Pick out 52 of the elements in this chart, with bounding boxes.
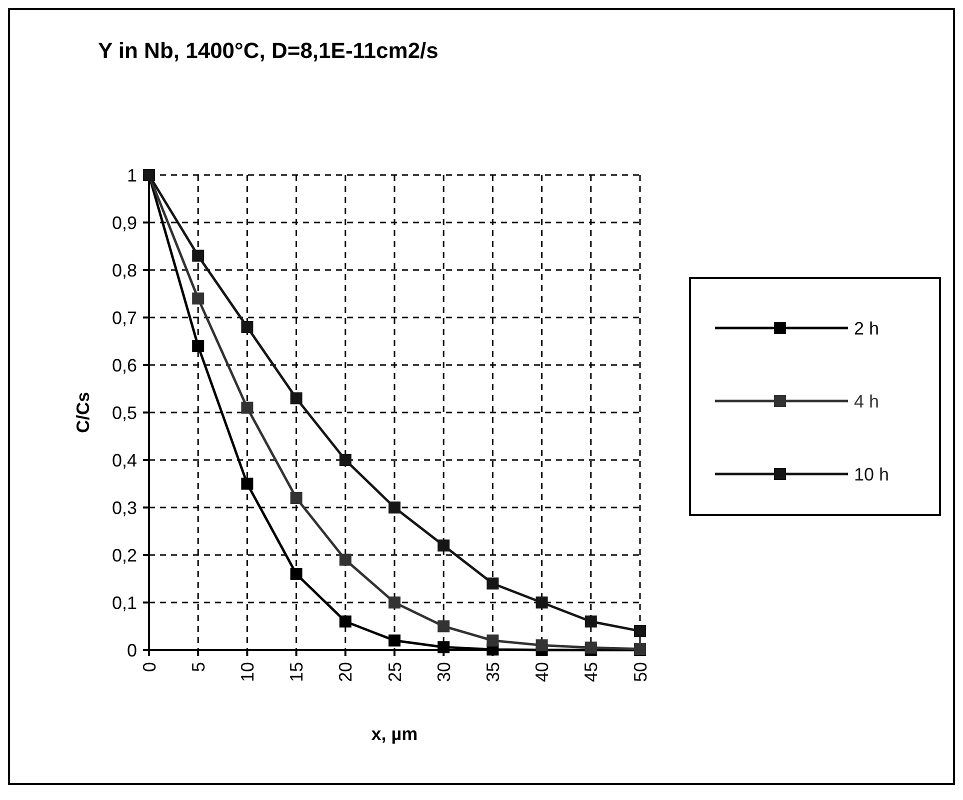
x-tick-label: 10 [238,662,258,682]
point [486,634,499,646]
point [290,568,302,580]
x-tick-label: 50 [630,662,650,682]
x-tick-label: 30 [434,662,454,682]
y-axis-title: C/Cs [73,392,93,434]
point [536,639,548,652]
point [388,634,400,646]
text: 10 h [854,464,890,484]
y-tick-label: 0,8 [112,260,137,280]
point [438,620,450,632]
point [339,554,352,566]
x-tick-label: 40 [532,662,552,682]
x-tick-label: 0 [139,662,160,672]
point [241,402,254,414]
x-tick-label: 20 [336,662,356,682]
y-tick-label: 0,1 [112,592,137,613]
point [584,616,597,628]
point [634,625,646,637]
point [192,292,204,304]
point [339,454,352,466]
point [192,340,204,352]
x-tick-label: 45 [581,662,602,682]
y-tick-label: 1 [126,165,137,186]
x-axis-title: x, µm [371,724,418,744]
point [241,321,254,333]
point [388,502,400,514]
chart-title: Y in Nb, 1400°C, D=8,1E-11cm2/s [98,38,438,63]
y-tick-label: 0,3 [112,498,137,518]
point [438,641,450,654]
point [536,596,548,608]
x-tick-label: 35 [483,662,503,682]
point [241,478,254,490]
x-tick-label: 25 [384,662,405,682]
text: 2 h [854,318,880,338]
point [388,596,400,608]
y-tick-label: 0,7 [112,308,137,328]
point [584,642,597,654]
y-tick-label: 0,6 [112,355,137,376]
point [290,392,302,404]
y-tick-label: 0,5 [112,402,137,423]
point [486,578,499,590]
point [290,492,302,504]
y-tick-label: 0,2 [112,545,137,566]
y-tick-label: 0,4 [112,450,137,470]
point [339,616,352,628]
x-tick-label: 15 [286,662,307,682]
y-tick-label: 0,9 [112,212,137,233]
text: 4 h [854,391,880,412]
point [192,250,204,262]
point [438,540,450,552]
x-tick-label: 5 [188,662,208,672]
